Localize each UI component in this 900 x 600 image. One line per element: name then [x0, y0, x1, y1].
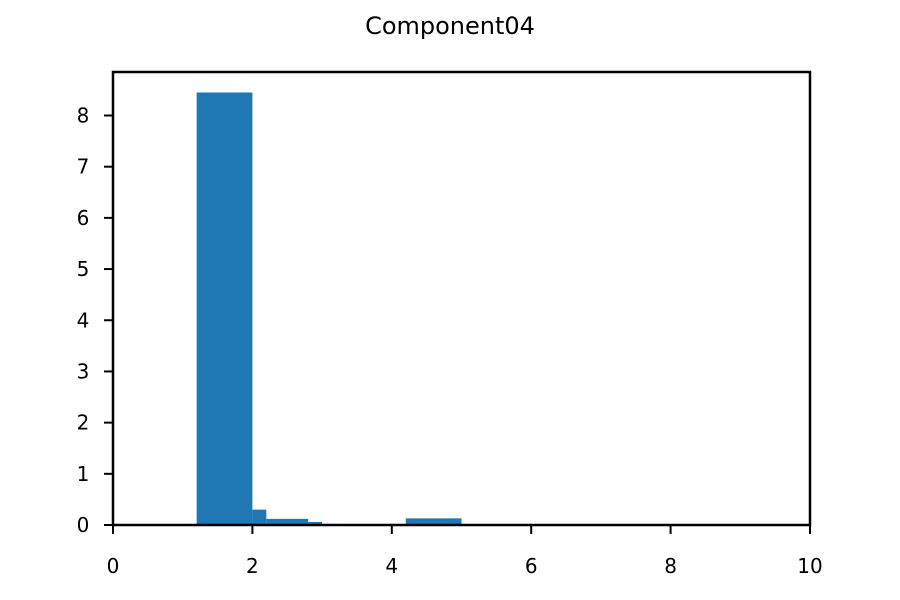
- y-tick-label: 2: [77, 411, 90, 435]
- x-tick-label: 8: [664, 554, 677, 578]
- y-tick-label: 7: [77, 155, 90, 179]
- y-tick-label: 0: [77, 513, 90, 537]
- y-tick-label: 5: [77, 257, 90, 281]
- x-tick-label: 6: [525, 554, 538, 578]
- y-tick-label: 8: [77, 104, 90, 128]
- histogram-bar: [252, 509, 267, 525]
- y-tick-label: 1: [77, 462, 90, 486]
- histogram-bar: [405, 518, 462, 525]
- axes-group: 0 2 4 6 8 10 0 1 2 3 4 5 6 7 8: [77, 70, 823, 578]
- y-tick-label: 6: [77, 206, 90, 230]
- y-tick-label: 3: [77, 359, 90, 383]
- histogram-bar: [196, 92, 253, 525]
- x-tick-label: 0: [107, 554, 120, 578]
- plot-frame: [111, 70, 812, 527]
- histogram-bar: [308, 521, 323, 525]
- x-tick-label: 4: [385, 554, 398, 578]
- chart-title: Component04: [365, 12, 535, 40]
- x-tick-label: 10: [797, 554, 822, 578]
- bars-group: [196, 92, 462, 525]
- histogram-bar: [266, 518, 309, 525]
- x-tick-label: 2: [246, 554, 259, 578]
- y-tick-label: 4: [77, 308, 90, 332]
